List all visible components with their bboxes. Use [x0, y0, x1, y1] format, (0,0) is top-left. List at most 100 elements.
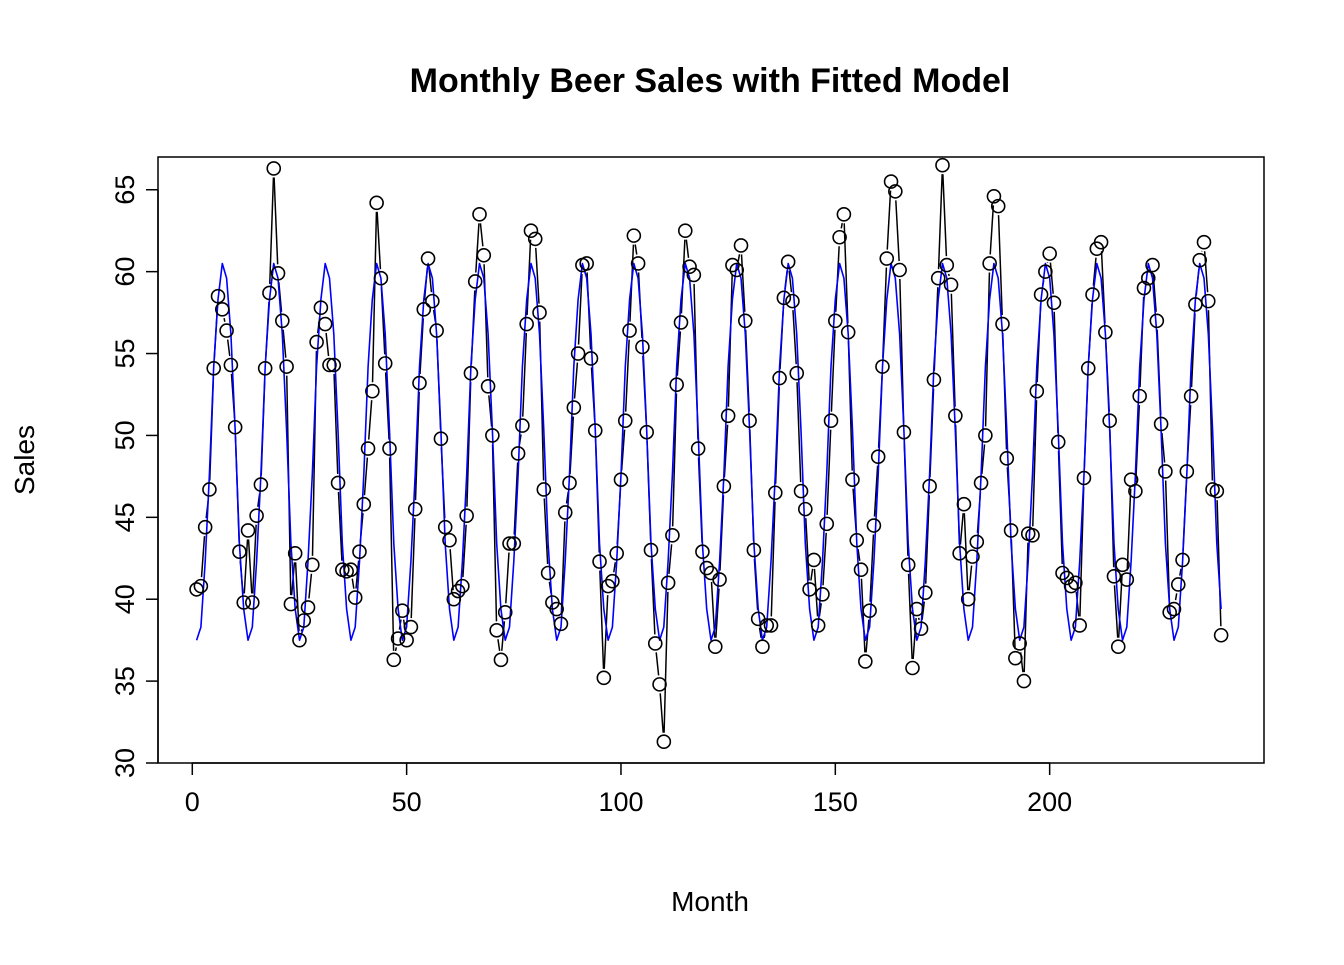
observed-line-segment	[969, 566, 971, 591]
chart-title: Monthly Beer Sales with Fitted Model	[410, 62, 1011, 100]
observed-point	[1202, 295, 1215, 308]
observed-point	[1026, 529, 1039, 542]
observed-point	[795, 485, 808, 498]
observed-point	[559, 506, 572, 519]
observed-point	[542, 567, 555, 580]
observed-point	[1047, 296, 1060, 309]
observed-point	[477, 249, 490, 262]
observed-point	[267, 162, 280, 175]
observed-point	[409, 503, 422, 516]
observed-point	[567, 401, 580, 414]
observed-point	[370, 196, 383, 209]
observed-point	[829, 314, 842, 327]
y-tick-label: 35	[110, 666, 140, 696]
observed-point	[1112, 640, 1125, 653]
observed-point	[820, 517, 833, 530]
observed-line-segment	[635, 245, 637, 255]
x-tick-label: 0	[185, 787, 200, 817]
observed-point	[529, 232, 542, 245]
observed-point	[280, 360, 293, 373]
observed-point	[1210, 485, 1223, 498]
observed-point	[460, 509, 473, 522]
observed-line-segment	[686, 240, 688, 258]
observed-point	[674, 316, 687, 329]
observed-point	[597, 671, 610, 684]
observed-point	[520, 318, 533, 331]
observed-point	[199, 521, 212, 534]
observed-point	[786, 295, 799, 308]
observed-line-segment	[990, 205, 993, 254]
observed-point	[880, 252, 893, 265]
observed-line	[202, 174, 1221, 733]
observed-point	[242, 524, 255, 537]
observed-point	[837, 208, 850, 221]
observed-line-segment	[896, 200, 899, 261]
observed-point	[722, 409, 735, 422]
observed-point	[426, 295, 439, 308]
x-tick-label: 100	[598, 787, 643, 817]
observed-point	[657, 735, 670, 748]
observed-point	[332, 476, 345, 489]
observed-line-segment	[738, 254, 739, 261]
observed-point	[867, 519, 880, 532]
observed-line-segment	[326, 333, 328, 356]
observed-point	[533, 306, 546, 319]
observed-point	[1133, 390, 1146, 403]
observed-point	[1017, 675, 1030, 688]
observed-line-segment	[943, 174, 947, 256]
observed-line-segment	[450, 549, 453, 590]
observed-line-segment	[660, 693, 663, 732]
x-tick-label: 50	[392, 787, 422, 817]
observed-line-segment	[396, 647, 397, 651]
observed-point	[825, 414, 838, 427]
observed-point	[859, 655, 872, 668]
observed-point	[623, 324, 636, 337]
observed-line-segment	[352, 579, 354, 589]
observed-point	[593, 555, 606, 568]
observed-point	[627, 229, 640, 242]
observed-point	[379, 357, 392, 370]
observed-line-segment	[841, 223, 842, 228]
observed-point	[936, 159, 949, 172]
x-tick-label: 200	[1027, 787, 1072, 817]
observed-point	[902, 558, 915, 571]
observed-point	[709, 640, 722, 653]
observed-point	[799, 503, 812, 516]
observed-point	[735, 239, 748, 252]
observed-point	[302, 601, 315, 614]
observed-line-segment	[228, 340, 230, 357]
observed-line-segment	[309, 574, 311, 599]
y-tick-label: 30	[110, 748, 140, 778]
observed-point	[494, 653, 507, 666]
observed-line-segment	[476, 223, 479, 272]
observed-line-segment	[960, 513, 963, 544]
observed-point	[310, 336, 323, 349]
observed-point	[387, 653, 400, 666]
observed-line-segment	[887, 191, 890, 250]
observed-point	[537, 483, 550, 496]
observed-line-segment	[274, 177, 278, 264]
observed-point	[932, 272, 945, 285]
observed-line-segment	[224, 318, 225, 322]
observed-line-segment	[480, 223, 482, 246]
observed-point	[756, 640, 769, 653]
observed-point	[1065, 580, 1078, 593]
observed-line-segment	[939, 174, 943, 269]
y-tick-label: 55	[110, 339, 140, 369]
observed-point	[524, 224, 537, 237]
observed-line-segment	[377, 212, 380, 269]
observed-line-segment	[656, 652, 658, 675]
observed-point	[246, 596, 259, 609]
observed-point	[516, 419, 529, 432]
observed-point	[1107, 570, 1120, 583]
observed-point	[1197, 236, 1210, 249]
observed-point	[957, 498, 970, 511]
observed-point	[490, 624, 503, 637]
observed-point	[572, 347, 585, 360]
observed-point	[349, 591, 362, 604]
observed-point	[906, 662, 919, 675]
observed-point	[1185, 390, 1198, 403]
